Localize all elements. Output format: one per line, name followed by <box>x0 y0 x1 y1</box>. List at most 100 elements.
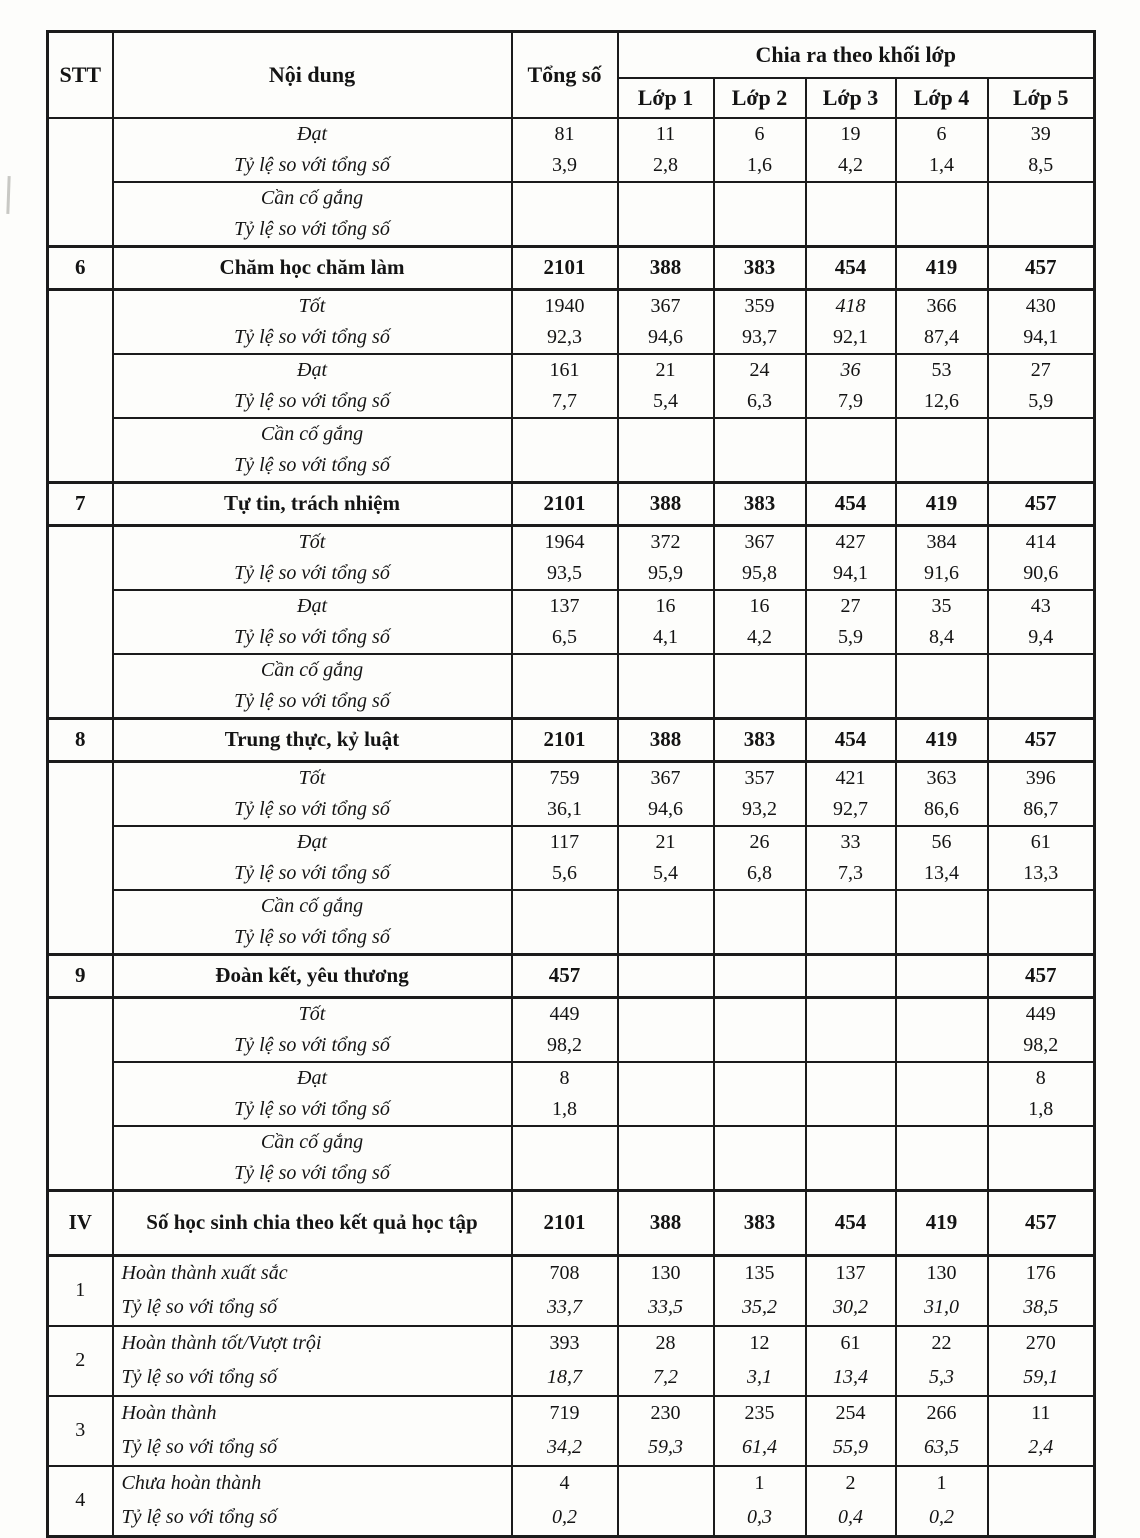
value-cell: 457 <box>986 716 1096 763</box>
table-row: Đạt 81 11 6 19 6 39 <box>46 117 1096 246</box>
value-cell: 135 <box>712 1255 807 1291</box>
table-row: Tốt 449 449 <box>46 997 1096 1190</box>
row-label: Tỷ lệ so với tổng số <box>111 1430 513 1467</box>
value-cell: 27 <box>986 353 1096 386</box>
value-cell <box>804 417 897 450</box>
value-cell: 0,2 <box>894 1500 989 1537</box>
table-row: 1 Hoàn thành xuất sắc 708 130 135 137 130 176 <box>46 1255 1096 1327</box>
table-row: 3 Hoàn thành 719 230 235 254 266 11 <box>46 1395 1096 1467</box>
row-label: Hoàn thành <box>111 1395 513 1431</box>
column-header-lop-3: Lớp 3 <box>804 76 897 119</box>
value-cell: 388 <box>616 716 715 763</box>
value-cell <box>616 921 715 955</box>
value-cell: 367 <box>616 289 715 322</box>
scanned-page: STT Nội dung Tổng số Chia ra theo khối l… <box>6 30 1097 1538</box>
value-cell <box>616 1093 715 1127</box>
statistics-table: STT Nội dung Tổng số Chia ra theo khối l… <box>46 30 1097 1538</box>
value-cell: 454 <box>804 244 897 291</box>
value-cell <box>894 653 989 686</box>
value-cell: 254 <box>804 1395 897 1431</box>
row-label: Tỷ lệ so với tổng số <box>111 385 513 419</box>
value-cell: 419 <box>894 480 989 527</box>
value-cell: 270 <box>986 1325 1096 1361</box>
column-header-lop-5: Lớp 5 <box>986 76 1096 119</box>
table-row: Tỷ lệ so với tổng số 98,2 98,2 <box>48 1029 1096 1063</box>
row-label: Cần cố gắng <box>111 417 513 450</box>
value-cell <box>894 921 989 955</box>
row-label: Tỷ lệ so với tổng số <box>111 921 513 955</box>
value-cell: 388 <box>616 480 715 527</box>
value-cell: 430 <box>986 289 1096 322</box>
value-cell <box>804 1029 897 1063</box>
value-cell <box>894 685 989 719</box>
row-label: Tỷ lệ so với tổng số <box>111 685 513 719</box>
value-cell: 137 <box>804 1255 897 1291</box>
value-cell: 86,6 <box>894 793 989 827</box>
value-cell <box>804 1125 897 1158</box>
value-cell: 31,0 <box>894 1290 989 1327</box>
row-label: Tỷ lệ so với tổng số <box>111 621 513 655</box>
table-row: Tỷ lệ so với tổng số 34,2 59,3 61,4 55,9 63,5… <box>48 1430 1096 1467</box>
table-row: Tốt 1940 367 359 418 366 430 <box>46 289 1096 482</box>
value-cell <box>894 213 989 247</box>
value-cell <box>986 889 1096 922</box>
value-cell <box>712 1061 807 1094</box>
row-label: Cần cố gắng <box>111 1125 513 1158</box>
value-cell <box>986 1465 1096 1501</box>
value-cell: 419 <box>894 244 989 291</box>
value-cell <box>894 1093 989 1127</box>
value-cell: 8 <box>510 1061 619 1094</box>
section-title-text: Chăm học chăm làm <box>219 255 405 279</box>
section-number: 6 <box>46 244 114 291</box>
value-cell: 61,4 <box>712 1430 807 1467</box>
table-row: Đạt 117 21 26 33 56 61 <box>48 825 1096 858</box>
row-label: Tỷ lệ so với tổng số <box>111 793 513 827</box>
stt-empty-cell <box>46 117 114 246</box>
value-cell: 7,3 <box>804 857 897 891</box>
value-cell <box>616 213 715 247</box>
value-cell <box>712 181 807 214</box>
value-cell: 59,1 <box>986 1360 1096 1397</box>
table-row: Tỷ lệ so với tổng số <box>48 1157 1096 1191</box>
value-cell <box>894 952 989 999</box>
value-cell: 1,8 <box>986 1093 1096 1127</box>
value-cell: 4 <box>510 1465 619 1501</box>
value-cell <box>616 1500 715 1537</box>
value-cell: 6,3 <box>712 385 807 419</box>
value-cell <box>986 181 1096 214</box>
value-cell <box>804 1157 897 1191</box>
value-cell: 7,7 <box>510 385 619 419</box>
value-cell: 384 <box>894 525 989 558</box>
value-cell <box>712 653 807 686</box>
table-row: Đạt 161 21 24 36 53 27 <box>48 353 1096 386</box>
value-cell: 117 <box>510 825 619 858</box>
value-cell: 719 <box>510 1395 619 1431</box>
row-label: Tỷ lệ so với tổng số <box>111 321 513 355</box>
value-cell: 266 <box>894 1395 989 1431</box>
value-cell: 357 <box>712 761 807 794</box>
value-cell <box>894 1029 989 1063</box>
stt-empty-cell <box>46 525 114 718</box>
value-cell: 63,5 <box>894 1430 989 1467</box>
value-cell <box>712 1157 807 1191</box>
value-cell <box>616 997 715 1030</box>
table-row: 4 Chưa hoàn thành 4 1 2 1 <box>46 1465 1096 1537</box>
value-cell: 5,4 <box>616 857 715 891</box>
column-header-tong-so: Tổng số <box>510 30 619 119</box>
item-number: 1 <box>46 1255 114 1327</box>
value-cell: 367 <box>712 525 807 558</box>
section-title: Trung thực, kỷ luật <box>111 716 513 763</box>
value-cell <box>804 181 897 214</box>
value-cell: 419 <box>894 716 989 763</box>
value-cell <box>510 181 619 214</box>
value-cell <box>986 921 1096 955</box>
value-cell <box>510 417 619 450</box>
section-header-row: 8 Trung thực, kỷ luật 2101 388 383 454 419 457 <box>46 716 1096 763</box>
value-cell: 94,1 <box>804 557 897 591</box>
table-row: Tỷ lệ so với tổng số 93,5 95,9 95,8 94,1 91,6… <box>48 557 1096 591</box>
section-title: Số học sinh chia theo kết quả học tập <box>111 1188 513 1257</box>
value-cell: 86,7 <box>986 793 1096 827</box>
value-cell: 457 <box>510 952 619 999</box>
value-cell: 454 <box>804 716 897 763</box>
value-cell: 16 <box>616 589 715 622</box>
